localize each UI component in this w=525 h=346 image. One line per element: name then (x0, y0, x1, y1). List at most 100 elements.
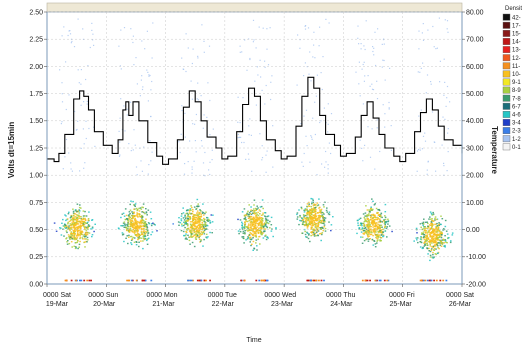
density-cell (371, 219, 373, 222)
density-cell (386, 236, 388, 238)
density-cell (143, 146, 145, 148)
density-cell (366, 221, 369, 223)
density-cell (187, 47, 189, 49)
density-cell (184, 136, 186, 138)
density-cell (151, 223, 153, 225)
density-cell (436, 236, 438, 238)
density-cell (327, 131, 329, 133)
density-cell (383, 222, 386, 225)
density-cell (267, 222, 270, 225)
density-cell (252, 227, 254, 230)
density-cell (195, 233, 198, 236)
density-cell (436, 238, 439, 240)
density-cell (73, 232, 75, 234)
density-cell (84, 215, 86, 217)
density-cell (70, 215, 72, 218)
density-cell (321, 232, 324, 234)
density-cell (139, 207, 142, 209)
density-cell (247, 215, 249, 217)
density-cell (420, 67, 422, 69)
density-cell (260, 76, 262, 78)
density-cell (149, 211, 152, 213)
density-cell (261, 159, 263, 161)
density-cell (65, 279, 68, 282)
density-cell (74, 110, 76, 113)
density-cell (82, 224, 84, 226)
density-cell (314, 215, 316, 217)
density-cell (426, 74, 429, 76)
density-cell (192, 235, 194, 237)
density-cell (299, 216, 301, 218)
density-cell (266, 222, 268, 224)
density-cell (314, 133, 316, 136)
x-tick-label-date: 26-Mar (449, 301, 472, 308)
density-cell (321, 226, 323, 229)
density-cell (325, 18, 327, 20)
density-cell (430, 81, 432, 83)
density-cell (432, 257, 435, 259)
density-cell (196, 236, 198, 238)
density-cell (321, 163, 323, 165)
density-cell (300, 123, 302, 125)
density-cell (326, 207, 328, 209)
density-cell (88, 225, 90, 227)
density-cell (427, 29, 429, 31)
density-cell (201, 211, 204, 213)
density-cell (146, 214, 148, 216)
density-cell (361, 147, 363, 149)
density-cell (259, 210, 262, 212)
density-cell (73, 222, 76, 225)
density-cell (257, 74, 259, 76)
density-cell (132, 215, 134, 217)
density-cell (259, 231, 262, 233)
density-cell (312, 222, 314, 225)
density-cell (376, 225, 379, 228)
density-cell (416, 170, 418, 172)
density-cell (203, 229, 206, 232)
density-cell (82, 28, 84, 30)
density-cell (259, 219, 261, 221)
density-cell (202, 224, 205, 226)
density-cell (307, 27, 310, 29)
density-cell (302, 223, 304, 225)
legend-swatch (502, 21, 511, 29)
density-cell (429, 250, 432, 253)
density-cell (443, 162, 445, 164)
density-cell (428, 279, 431, 282)
density-cell (78, 210, 81, 212)
density-cell (134, 144, 136, 146)
density-cell (76, 227, 79, 229)
density-cell (196, 198, 199, 201)
y-left-tick-label: 0.75 (29, 200, 43, 207)
density-cell (441, 239, 443, 241)
density-cell (313, 221, 315, 223)
density-cell (62, 225, 65, 227)
density-cell (434, 141, 436, 143)
density-cell (248, 234, 251, 236)
density-cell (418, 148, 420, 151)
density-cell (435, 218, 438, 221)
density-cell (80, 147, 82, 149)
density-cell (313, 229, 316, 231)
density-cell (195, 230, 198, 232)
density-cell (196, 279, 199, 282)
density-cell (91, 219, 94, 221)
density-cell (198, 233, 201, 236)
density-cell (77, 233, 79, 236)
density-cell (182, 230, 185, 233)
density-cell (70, 228, 72, 230)
density-cell (79, 232, 82, 234)
density-cell (264, 225, 267, 227)
density-cell (71, 238, 73, 240)
density-cell (384, 211, 387, 213)
density-cell (426, 279, 429, 282)
density-cell (254, 222, 257, 224)
density-cell (322, 212, 324, 214)
density-cell (63, 235, 65, 237)
density-cell (195, 151, 197, 153)
density-cell (304, 209, 307, 211)
density-cell (198, 236, 200, 239)
density-cell (372, 224, 375, 226)
density-cell (320, 227, 322, 229)
density-cell (145, 208, 147, 210)
